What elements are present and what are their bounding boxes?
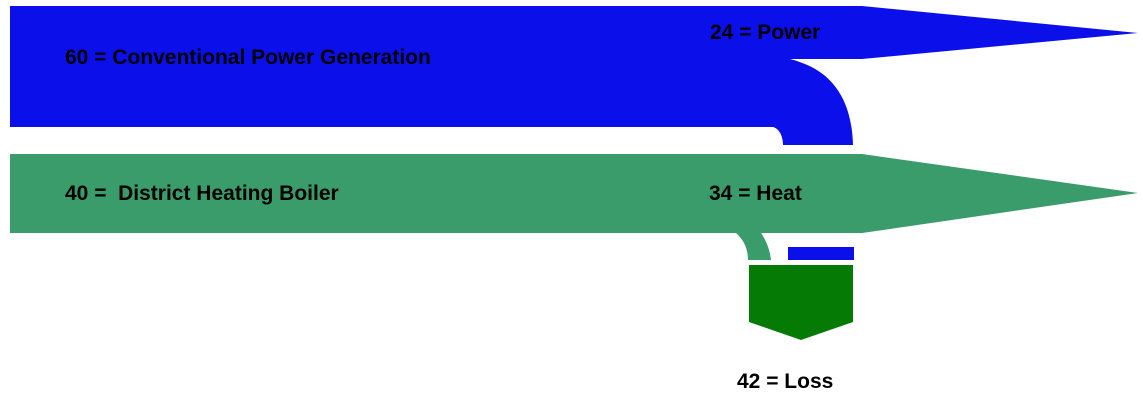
heat-loss-connector <box>736 233 771 260</box>
power-output-label: 24 = Power <box>710 21 821 44</box>
loss-flow-arrow <box>749 265 853 340</box>
district-heating-boiler-label: 40 = District Heating Boiler <box>65 182 339 205</box>
power-loss-connector <box>788 247 854 260</box>
conventional-power-generation-label: 60 = Conventional Power Generation <box>65 46 431 69</box>
loss-output-label: 42 = Loss <box>737 370 834 393</box>
heat-output-label: 34 = Heat <box>709 182 802 205</box>
heat-flow-arrow <box>10 154 1138 233</box>
power-flow-arrow <box>10 6 1138 145</box>
